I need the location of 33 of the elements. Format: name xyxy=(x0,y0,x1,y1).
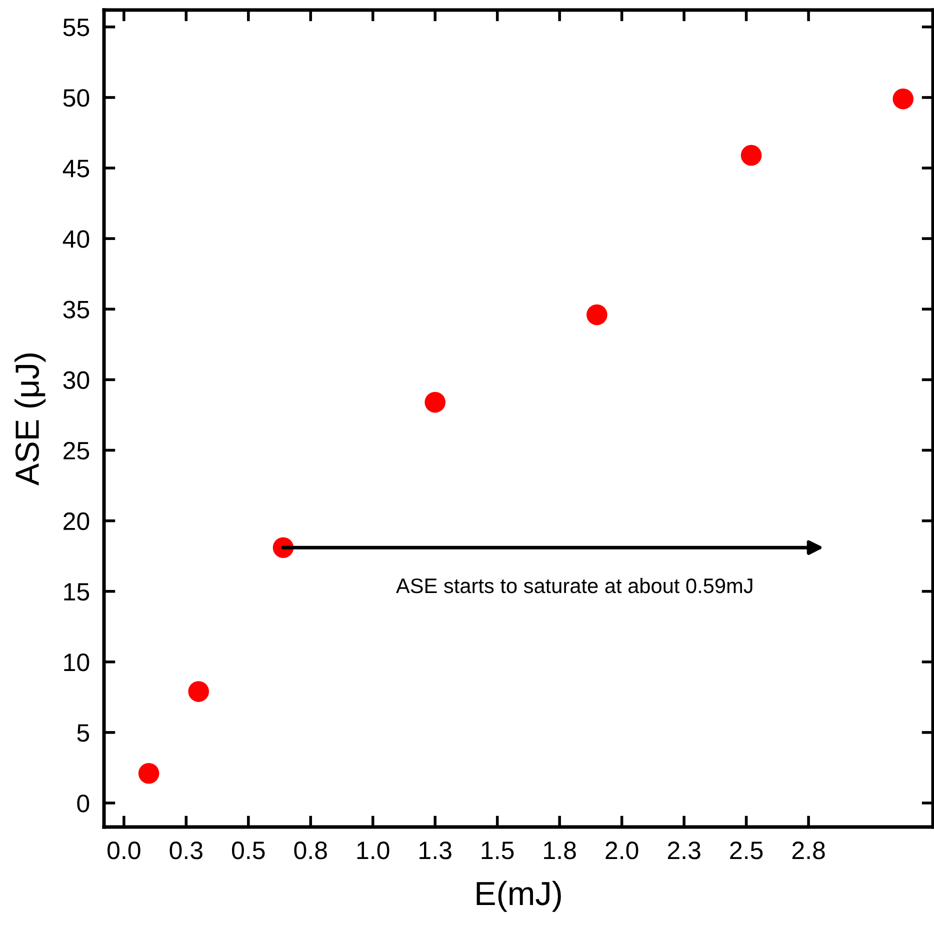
y-tick-label: 5 xyxy=(77,724,90,742)
y-tick-label: 0 xyxy=(77,794,90,812)
x-tick-label: 2.0 xyxy=(606,842,638,860)
y-tick-label: 25 xyxy=(64,442,90,460)
point xyxy=(892,88,914,110)
x-tick-label: 1.3 xyxy=(420,842,452,860)
y-tick-label: 55 xyxy=(63,18,90,36)
y-tick-label: 50 xyxy=(63,89,90,107)
y-tick-label: 20 xyxy=(64,512,90,530)
x-tick-label: 0.5 xyxy=(232,842,265,860)
y-axis-title: ASE (μJ) xyxy=(14,354,46,486)
y-tick-label: 45 xyxy=(62,160,90,178)
y-tick-label: 30 xyxy=(63,371,90,389)
x-tick-label: 2.8 xyxy=(792,842,825,860)
x-tick-label: 2.5 xyxy=(730,842,763,860)
y-tick-label: 40 xyxy=(62,230,90,248)
x-tick-label: 0.0 xyxy=(108,842,140,860)
y-tick-label: 15 xyxy=(64,583,90,601)
x-tick-label: 0.8 xyxy=(294,842,327,860)
x-tick-label: 1.8 xyxy=(544,842,576,860)
x-tick-label: 1.5 xyxy=(482,842,514,860)
point xyxy=(586,304,608,326)
x-tick-label: 0.3 xyxy=(170,842,202,860)
y-tick-label: 10 xyxy=(64,654,90,672)
y-tick-label: 35 xyxy=(63,300,90,318)
point xyxy=(740,144,762,166)
x-tick-label: 1.0 xyxy=(357,842,390,860)
point xyxy=(138,762,160,784)
annotation: ASE starts to saturate at about 0.59mJ xyxy=(396,578,752,594)
x-axis-title: E(mJ) xyxy=(476,880,561,912)
point xyxy=(424,392,446,413)
x-tick-label: 2.3 xyxy=(668,842,700,860)
point xyxy=(188,681,210,702)
